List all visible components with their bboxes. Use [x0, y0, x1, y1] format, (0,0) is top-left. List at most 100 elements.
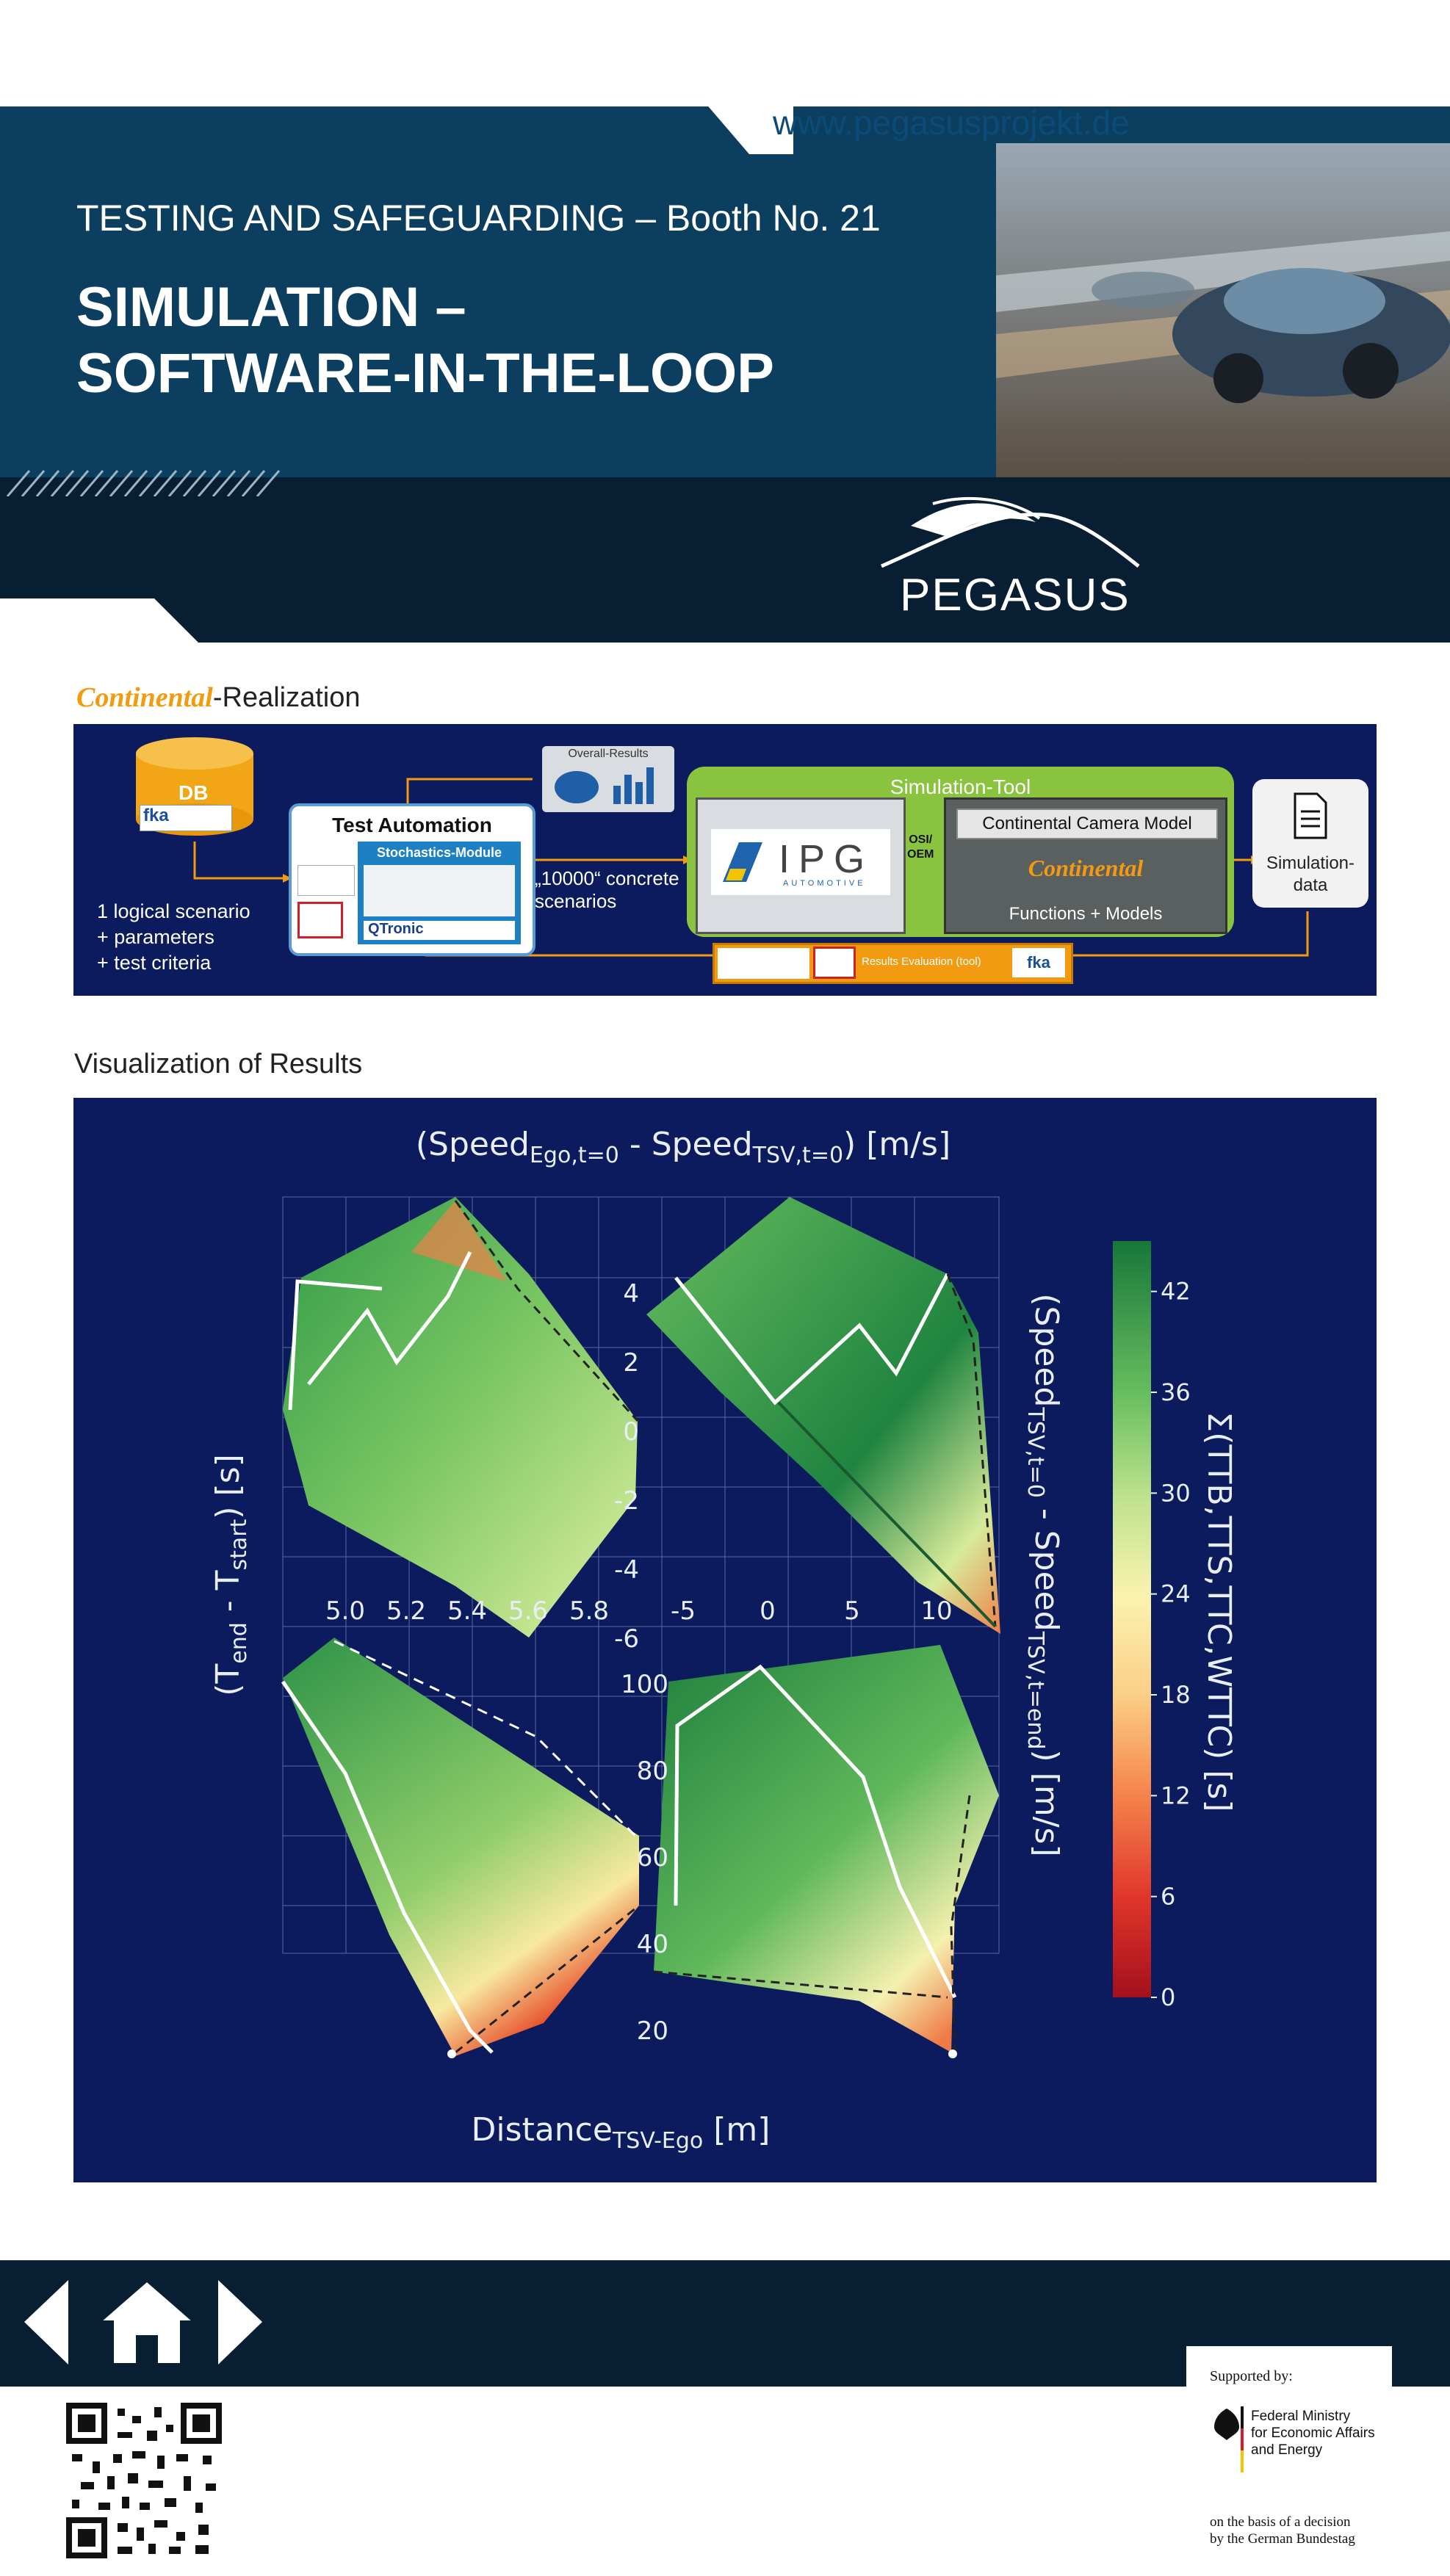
tick-label-top-left-x: 5.4 [447, 1596, 487, 1626]
decision-line1: on the basis of a decision [1210, 2514, 1351, 2530]
stripe-pattern [6, 470, 281, 496]
visualization-label: Visualization of Results [74, 1049, 363, 1079]
ministry-line1: Federal Ministry [1251, 2409, 1351, 2424]
realization-label: Continental-Realization [76, 681, 361, 714]
chart-title: (SpeedEgo,t=0 - SpeedTSV,t=0) [m/s] [416, 1126, 951, 1168]
colorbar-tick-label: 30 [1161, 1479, 1191, 1507]
tick-label-top-right-x: 10 [920, 1596, 952, 1626]
overall-results-label: Overall-Results [568, 748, 649, 760]
contour-bottom-left [283, 1638, 639, 2056]
trajectory-bottom-right [674, 1664, 957, 1999]
camera-model-box: Continental Camera Model [956, 808, 1218, 839]
tick-label-bottom-center-y: 40 [637, 1930, 668, 1959]
contour-bottom-right [654, 1645, 999, 2052]
colorbar-tick-label: 42 [1161, 1278, 1191, 1306]
db-to-automation-arrow [193, 842, 283, 880]
tick-label-top-center-y: 2 [623, 1348, 639, 1378]
ipg-text: IPG [779, 837, 874, 881]
osi-label: OSI/ [909, 833, 933, 846]
eval-qtronic-logo [718, 948, 809, 979]
ministry-line2: for Economic Affairs [1251, 2425, 1375, 2441]
simulation-data-line2: data [1293, 875, 1328, 895]
eval-fka-logo: fka [1012, 948, 1065, 977]
trajectory-top-left-b [307, 1251, 472, 1386]
tick-label-top-left-x: 5.8 [569, 1596, 609, 1626]
endpoint-bottom-right [948, 2049, 957, 2058]
colorbar-tick-label: 24 [1161, 1580, 1191, 1608]
continental-logo-small: Continental [1028, 855, 1144, 881]
continental-logo: Continental [76, 682, 213, 713]
trajectory-top-left-a [288, 1279, 383, 1411]
red-tool-logo [297, 902, 343, 938]
automation-to-overall-arrow [406, 778, 533, 805]
contour-top-left [283, 1197, 638, 1638]
qtronic-small-logo [297, 865, 355, 896]
input-test-criteria: + test criteria [97, 952, 212, 974]
concrete-scenarios-line2: scenarios [535, 890, 617, 912]
db-label: DB [178, 781, 209, 804]
colorbar-tick-label: 18 [1161, 1681, 1191, 1709]
db-fka-logo: fka [140, 805, 232, 831]
tick-labels-top-right-x: -5 0 5 10 [671, 1596, 953, 1626]
ridge-top-right [777, 1401, 997, 1628]
next-arrow-icon[interactable] [214, 2276, 266, 2368]
colorbar-tick-label: 6 [1161, 1883, 1175, 1911]
page-title-line2: SOFTWARE-IN-THE-LOOP [76, 342, 774, 405]
pegasus-logo: PEGASUS [900, 570, 1130, 621]
tick-label-bottom-center-y: 80 [637, 1756, 668, 1786]
tick-label-top-center-y: 0 [623, 1417, 639, 1447]
ipg-box: IPG AUTOMOTIVE [696, 797, 906, 934]
trajectory-top-right [674, 1273, 950, 1405]
car-image [996, 143, 1450, 477]
tick-label-top-center-y: -6 [614, 1624, 639, 1654]
trajectory-bottom-left [281, 1680, 494, 2054]
results-evaluation-bar: Results Evaluation (tool) fka [713, 943, 1073, 984]
simulation-data-label: Simulation- data [1252, 853, 1368, 897]
simulation-data-box: Simulation- data [1252, 779, 1368, 908]
website-link[interactable]: www.pegasusprojekt.de [773, 104, 1130, 142]
header-bottom-band [0, 477, 1450, 643]
simulation-tool-box: Simulation-Tool IPG AUTOMOTIVE OSI/ OEM … [687, 767, 1234, 937]
realization-diagram: DB fka 1 logical scenario + parameters +… [73, 724, 1377, 996]
qr-code[interactable] [66, 2403, 222, 2558]
tick-label-bottom-center-y: 60 [637, 1843, 668, 1873]
concrete-scenarios-line1: „10000“ concrete [535, 867, 679, 889]
tick-label-top-left-x: 5.0 [325, 1596, 365, 1626]
boundary-bottom-left-bottom [455, 1904, 640, 2054]
qtronic-logo: QTronic [364, 921, 515, 940]
test-automation-title: Test Automation [332, 814, 492, 836]
ipg-swoosh-icon [723, 842, 762, 882]
pegasus-wing-icon [880, 496, 1140, 568]
results-chart-panel: (SpeedEgo,t=0 - SpeedTSV,t=0) [m/s] [73, 1098, 1377, 2182]
tick-label-top-center-y: -2 [614, 1486, 639, 1516]
functions-models-label: Functions + Models [1009, 904, 1163, 924]
booth-subtitle: TESTING AND SAFEGUARDING – Booth No. 21 [76, 198, 881, 239]
overall-results-box: Overall-Results [542, 746, 674, 812]
supported-by-label: Supported by: [1210, 2368, 1293, 2384]
prev-arrow-icon[interactable] [21, 2276, 72, 2368]
tick-label-top-left-x: 5.6 [508, 1596, 548, 1626]
boundary-bottom-left-top [333, 1640, 641, 1841]
hot-region-top-left [411, 1201, 507, 1281]
tick-label-bottom-center-y: 100 [621, 1670, 668, 1699]
bundestag-note: on the basis of a decision by the German… [1210, 2514, 1355, 2547]
boundary-bottom-right [950, 1795, 971, 2053]
tool-logos [364, 865, 515, 916]
functions-box: Continental Camera Model Continental Fun… [944, 797, 1227, 934]
concrete-scenarios-label: „10000“ concrete scenarios [535, 867, 679, 913]
header-car-photo [996, 143, 1450, 477]
realization-suffix: -Realization [212, 682, 361, 713]
home-icon[interactable] [95, 2276, 198, 2368]
results-chart-icon [555, 767, 654, 804]
stochastics-module-label: Stochastics-Module [376, 845, 502, 860]
document-icon [1294, 792, 1327, 839]
header-notch [705, 103, 793, 154]
scenario-inputs: 1 logical scenario + parameters + test c… [97, 899, 250, 976]
tick-label-top-right-x: 0 [760, 1596, 776, 1626]
decision-line2: by the German Bundestag [1210, 2531, 1355, 2547]
eval-red-logo [813, 947, 856, 979]
endpoint-bottom-left [447, 2049, 456, 2058]
simulation-data-line1: Simulation- [1266, 853, 1355, 873]
oem-label: OEM [907, 848, 934, 861]
tick-label-top-left-x: 5.2 [386, 1596, 426, 1626]
